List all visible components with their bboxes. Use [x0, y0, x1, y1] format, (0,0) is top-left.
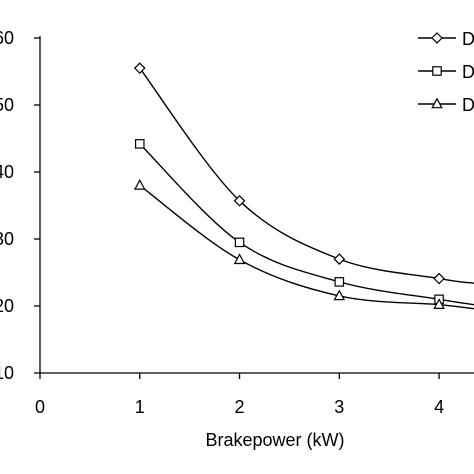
- series-triangle: [133, 178, 474, 310]
- legend-marker-diamond: [431, 32, 443, 44]
- x-tick-label: 0: [35, 397, 45, 417]
- data-point-diamond: [233, 194, 246, 207]
- series-layer: [133, 62, 474, 310]
- data-point-diamond: [133, 62, 146, 74]
- series-line: [139, 184, 474, 310]
- y-tick-label: 30: [0, 229, 14, 249]
- y-tick-label: 10: [0, 363, 14, 383]
- legend-marker-triangle: [431, 97, 443, 109]
- legend-marker-square: [432, 66, 442, 76]
- x-tick-label: 2: [235, 397, 245, 417]
- data-point-diamond: [433, 272, 445, 285]
- legend-label: D: [462, 29, 474, 49]
- y-tick-label: 40: [0, 162, 14, 182]
- x-axis-title: Brakepower (kW): [205, 430, 344, 450]
- legend-item: D: [418, 62, 474, 82]
- data-point-triangle: [133, 178, 146, 190]
- data-point-triangle: [433, 298, 445, 309]
- series-line: [139, 67, 474, 284]
- y-tick-label: 50: [0, 95, 14, 115]
- y-tick-label: 60: [0, 28, 14, 48]
- series-diamond: [133, 62, 474, 285]
- data-point-square: [234, 237, 245, 248]
- y-tick-label: 20: [0, 296, 14, 316]
- data-point-square: [134, 139, 145, 149]
- x-tick-label: 4: [434, 397, 444, 417]
- legend-item: D: [418, 95, 474, 115]
- x-tick-label: 1: [135, 397, 145, 417]
- data-point-square: [334, 277, 345, 287]
- legend-label: D: [462, 62, 474, 82]
- legend: DDD: [418, 29, 474, 115]
- x-tick-label: 3: [334, 397, 344, 417]
- legend-item: D: [418, 29, 474, 49]
- data-point-triangle: [233, 253, 246, 265]
- series-line: [139, 143, 474, 306]
- legend-label: D: [462, 95, 474, 115]
- axes: 10 20 30 40 50 60 0 1 2 3 4: [0, 28, 474, 417]
- data-point-diamond: [333, 253, 346, 265]
- data-point-triangle: [333, 289, 346, 301]
